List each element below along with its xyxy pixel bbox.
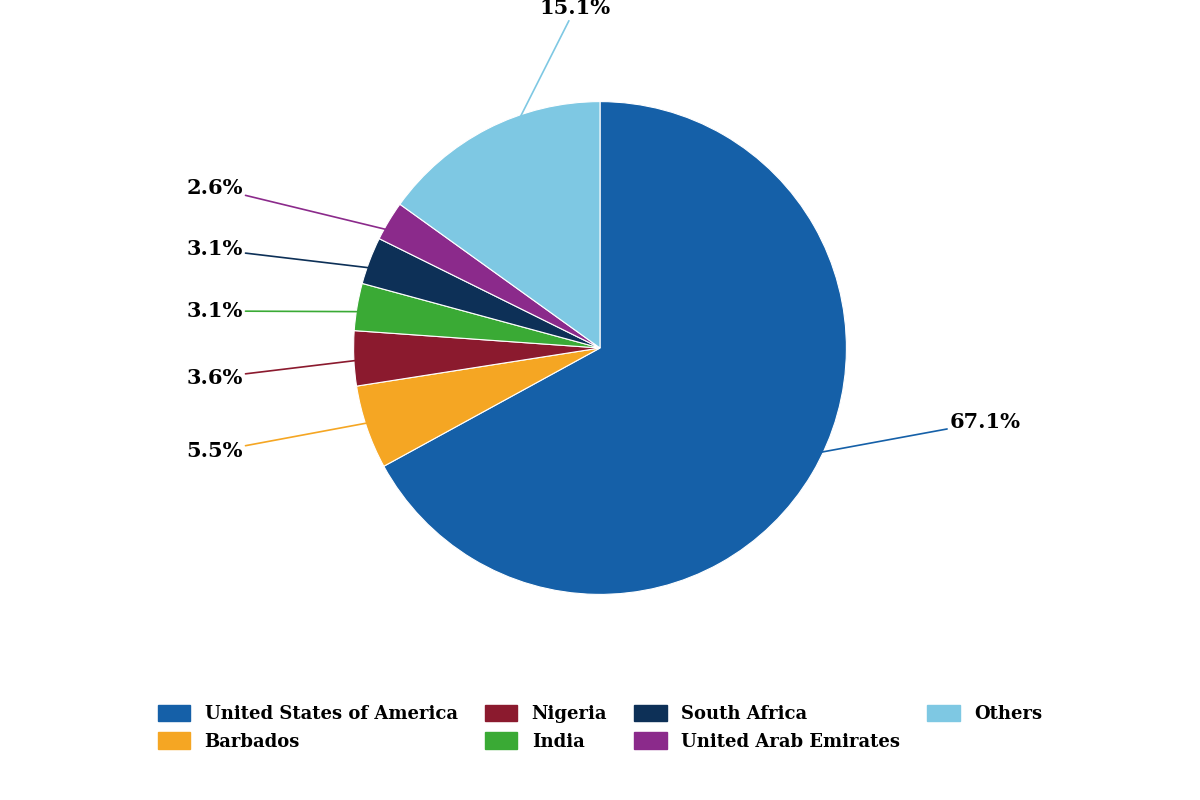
Text: 2.6%: 2.6%: [186, 178, 414, 236]
Wedge shape: [384, 102, 846, 594]
Text: 5.5%: 5.5%: [186, 418, 395, 462]
Text: 67.1%: 67.1%: [786, 412, 1021, 458]
Wedge shape: [356, 348, 600, 466]
Legend: United States of America, Barbados, Nigeria, India, South Africa, United Arab Em: United States of America, Barbados, Nige…: [150, 698, 1050, 758]
Text: 15.1%: 15.1%: [502, 0, 611, 155]
Wedge shape: [379, 204, 600, 348]
Text: 3.6%: 3.6%: [186, 357, 383, 387]
Wedge shape: [354, 283, 600, 348]
Text: 3.1%: 3.1%: [186, 239, 397, 271]
Wedge shape: [400, 102, 600, 348]
Wedge shape: [354, 330, 600, 386]
Wedge shape: [362, 238, 600, 348]
Text: 3.1%: 3.1%: [186, 301, 386, 321]
